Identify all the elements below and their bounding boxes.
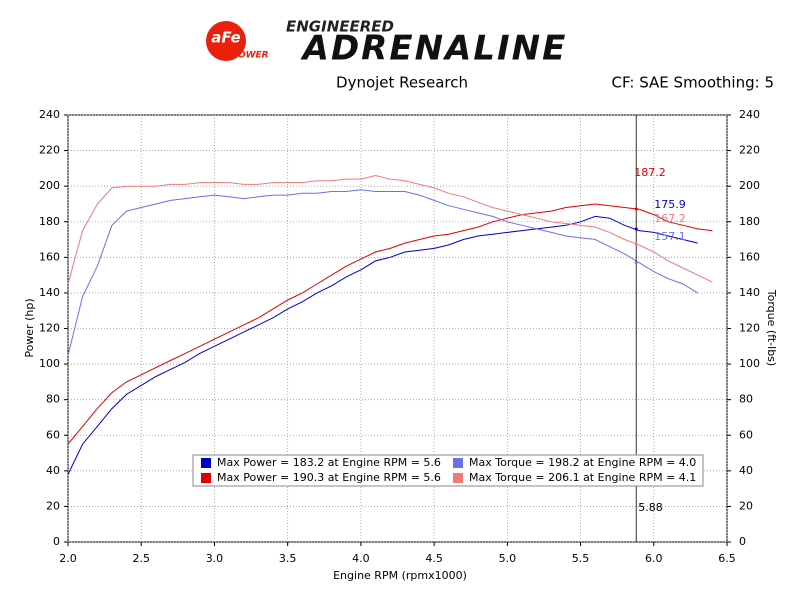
legend-label: Max Power = 183.2 at Engine RPM = 5.6: [217, 456, 441, 469]
y-tick-label: 120: [39, 322, 60, 335]
y2-tick-label: 180: [739, 215, 760, 228]
legend-label: Max Power = 190.3 at Engine RPM = 5.6: [217, 471, 441, 484]
series-line: [67, 203, 713, 445]
x-tick-label: 4.0: [352, 552, 370, 565]
cursor-value: 157.1: [654, 230, 686, 243]
x-tick-label: 6.5: [718, 552, 736, 565]
x-tick-label: 3.0: [206, 552, 224, 565]
logo-text: aFe: [211, 29, 240, 47]
cursor-value: 175.9: [654, 198, 686, 211]
y-tick-label: 100: [39, 357, 60, 370]
series-line: [67, 189, 698, 356]
cursor-value: 167.2: [654, 212, 686, 225]
chart-subtitle: CF: SAE Smoothing: 5: [611, 74, 774, 92]
y-tick-label: 160: [39, 250, 60, 263]
x-tick-label: 4.5: [425, 552, 443, 565]
x-tick-label: 5.0: [499, 552, 517, 565]
y-tick-label: 60: [46, 428, 60, 441]
y2-tick-label: 20: [739, 499, 753, 512]
y-axis-label: Power (hp): [23, 298, 36, 357]
y-tick-label: 240: [39, 108, 60, 121]
legend-swatch: [453, 458, 463, 468]
x-tick-label: 6.0: [645, 552, 663, 565]
y2-tick-label: 0: [739, 535, 746, 548]
cursor-label: 5.88: [638, 501, 663, 514]
y2-tick-label: 200: [739, 179, 760, 192]
legend-label: Max Torque = 206.1 at Engine RPM = 4.1: [469, 471, 696, 484]
logo: aFe POWER: [206, 21, 269, 61]
cursor-point: [634, 243, 638, 247]
y-tick-label: 200: [39, 179, 60, 192]
y2-axis-label: Torque (ft-lbs): [765, 289, 778, 366]
legend-label: Max Torque = 198.2 at Engine RPM = 4.0: [469, 456, 696, 469]
x-tick-label: 2.5: [132, 552, 150, 565]
cursor-point: [634, 207, 638, 211]
x-tick-label: 2.0: [59, 552, 77, 565]
cursor-point: [634, 227, 638, 231]
y2-tick-label: 140: [739, 286, 760, 299]
y2-tick-label: 80: [739, 393, 753, 406]
legend-swatch: [201, 473, 211, 483]
logo-sub: POWER: [231, 51, 268, 61]
y-tick-label: 220: [39, 144, 60, 157]
legend-swatch: [453, 473, 463, 483]
series-line: [67, 174, 713, 285]
y-tick-label: 80: [46, 393, 60, 406]
y2-tick-label: 100: [739, 357, 760, 370]
y2-tick-label: 40: [739, 464, 753, 477]
legend-swatch: [201, 458, 211, 468]
y2-tick-label: 120: [739, 322, 760, 335]
y-tick-label: 40: [46, 464, 60, 477]
logo-badge: [206, 21, 246, 61]
series-line: [67, 215, 698, 475]
y2-tick-label: 160: [739, 250, 760, 263]
x-tick-label: 5.5: [572, 552, 590, 565]
brand-top: ENGINEERED: [286, 18, 394, 36]
cursor-point: [634, 260, 638, 264]
legend-box: [192, 454, 704, 487]
x-axis-label: Engine RPM (rpmx1000): [333, 569, 467, 582]
cursor-value: 187.2: [634, 166, 666, 179]
x-tick-label: 3.5: [279, 552, 297, 565]
brand: ADRENALINE: [300, 29, 568, 69]
y2-tick-label: 60: [739, 428, 753, 441]
y2-tick-label: 220: [739, 144, 760, 157]
y-tick-label: 180: [39, 215, 60, 228]
y-tick-label: 140: [39, 286, 60, 299]
chart-title: Dynojet Research: [336, 74, 468, 92]
y-tick-label: 20: [46, 499, 60, 512]
y-tick-label: 0: [53, 535, 60, 548]
y2-tick-label: 240: [739, 108, 760, 121]
